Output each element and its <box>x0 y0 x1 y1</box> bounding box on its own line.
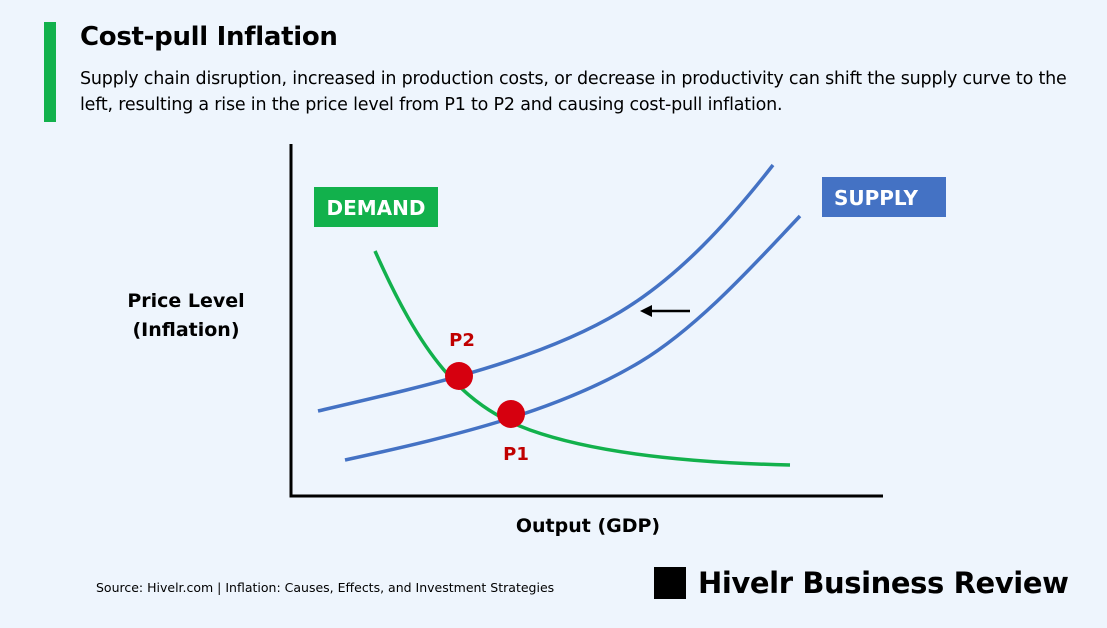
equilibrium-point-p2 <box>445 362 473 390</box>
supply-label: SUPPLY <box>834 186 919 210</box>
page-title: Cost-pull Inflation <box>80 22 338 52</box>
brand-name: Hivelr Business Review <box>698 566 1069 600</box>
point-label-p2: P2 <box>449 330 475 351</box>
x-axis-label: Output (GDP) <box>516 515 660 537</box>
source-citation: Source: Hivelr.com | Inflation: Causes, … <box>96 580 555 595</box>
brand-logo: Hivelr Business Review <box>654 566 1069 600</box>
equilibrium-point-p1 <box>497 400 525 428</box>
shift-arrow-head <box>640 305 652 317</box>
page-description: Supply chain disruption, increased in pr… <box>80 69 1067 115</box>
title-accent-bar <box>44 22 56 122</box>
point-label-p1: P1 <box>503 444 529 465</box>
y-axis-label-line2: (Inflation) <box>132 319 239 341</box>
demand-curve <box>373 250 791 467</box>
supply-curve-shifted <box>317 163 775 413</box>
supply-curve-original <box>344 214 802 462</box>
demand-label: DEMAND <box>327 196 426 220</box>
brand-square-icon <box>654 567 686 599</box>
supply-label-box <box>822 177 946 217</box>
demand-label-box <box>314 187 438 227</box>
y-axis-label-line1: Price Level <box>127 290 244 312</box>
